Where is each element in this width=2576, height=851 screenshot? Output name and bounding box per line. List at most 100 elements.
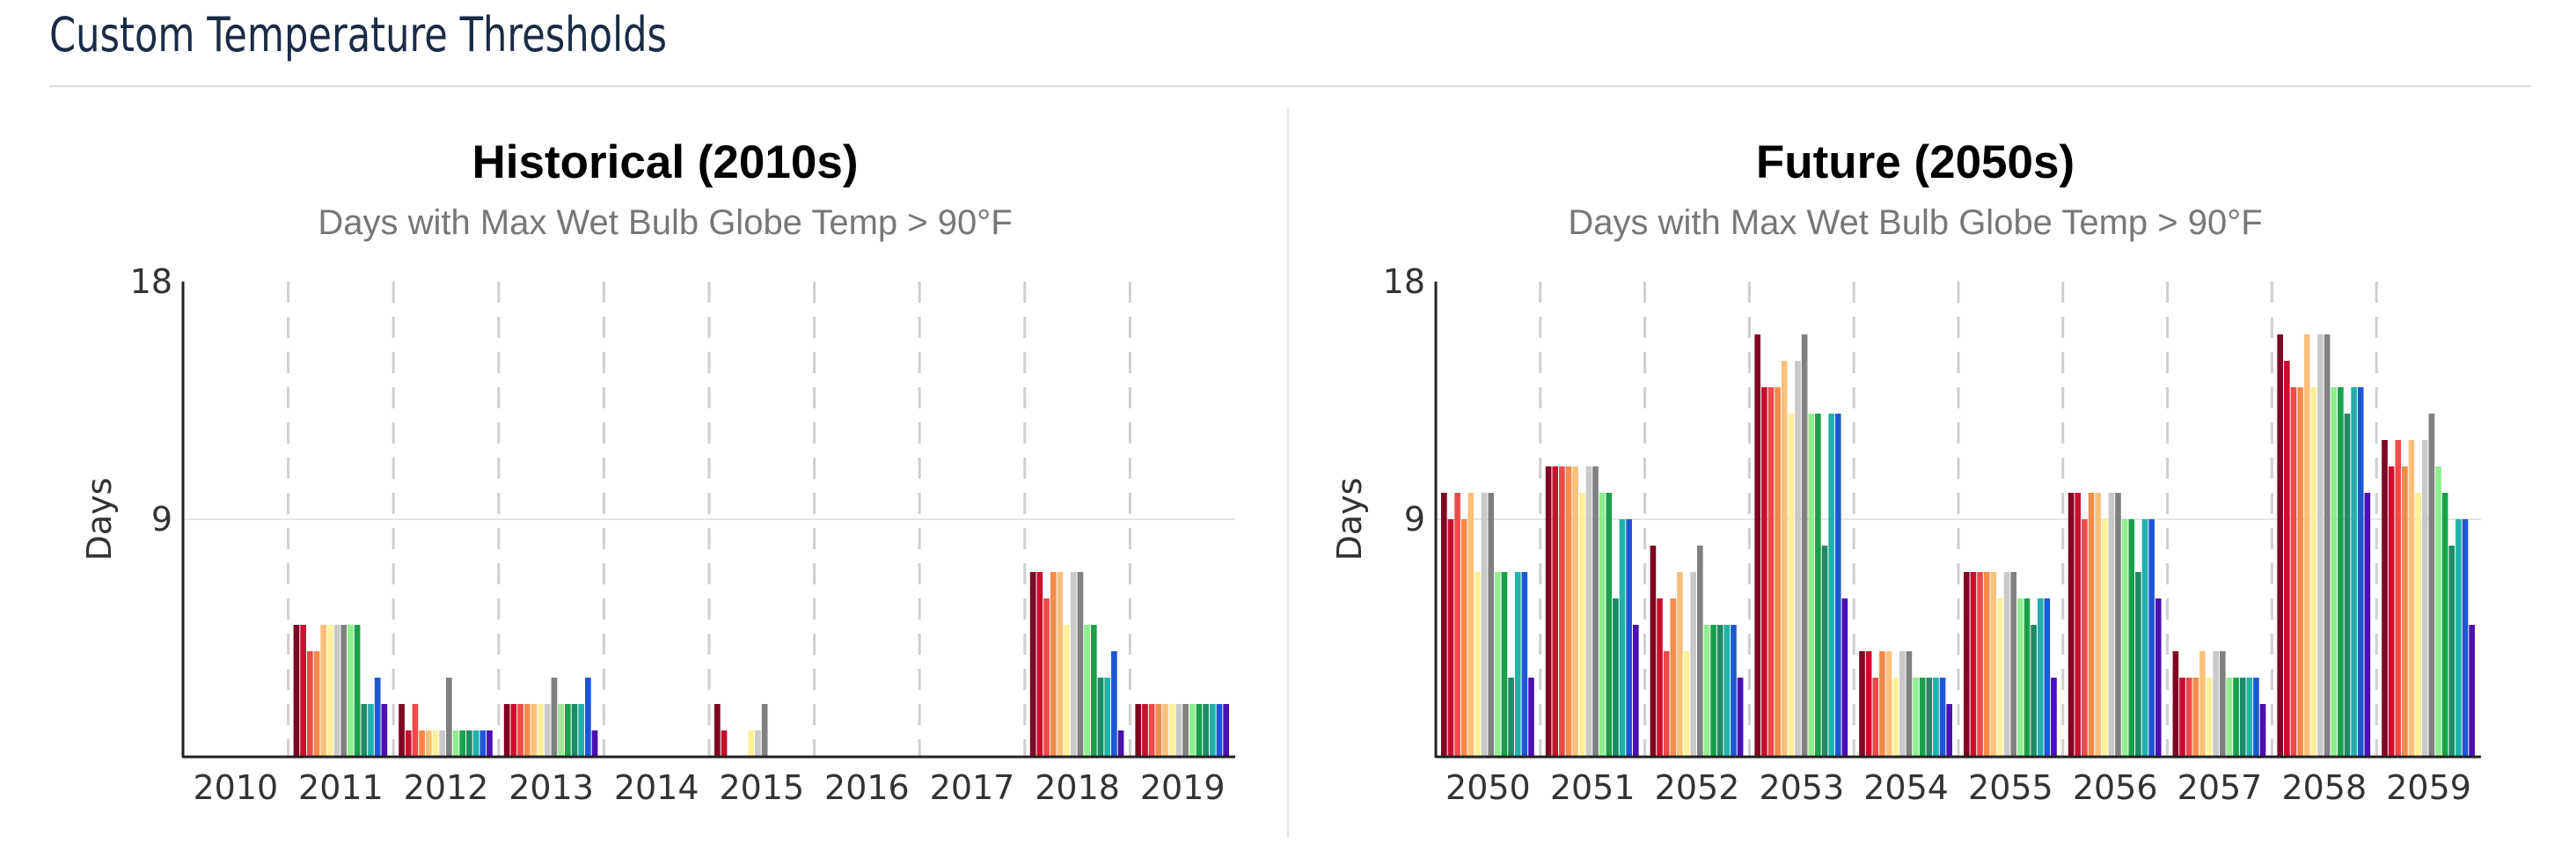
bar[interactable] [1731,625,1737,757]
bar[interactable] [1964,572,1970,757]
bar[interactable] [1077,572,1084,757]
bar[interactable] [2303,334,2310,757]
bar[interactable] [2421,440,2428,757]
bar[interactable] [381,704,388,757]
bar[interactable] [2233,678,2239,757]
bar[interactable] [1142,704,1148,757]
bar[interactable] [2428,414,2435,757]
bar[interactable] [1488,493,1495,757]
bar[interactable] [2338,387,2344,757]
bar[interactable] [564,704,571,757]
bar[interactable] [1939,678,1946,757]
bar[interactable] [419,730,425,757]
bar[interactable] [2415,493,2421,757]
bar[interactable] [1892,678,1899,757]
bar[interactable] [1036,572,1043,757]
bar[interactable] [479,730,487,757]
bar[interactable] [761,704,768,757]
bar[interactable] [300,625,306,757]
bar[interactable] [425,730,432,757]
bar[interactable] [2402,466,2408,757]
bar[interactable] [1970,572,1977,757]
bar[interactable] [439,730,445,757]
bar[interactable] [405,730,412,757]
bar[interactable] [1514,572,1521,757]
bar[interactable] [523,704,531,757]
bar[interactable] [2017,598,2023,757]
bar[interactable] [2364,493,2371,757]
bar[interactable] [1508,678,1514,757]
bar[interactable] [1657,598,1663,757]
bar[interactable] [2357,387,2364,757]
bar[interactable] [412,704,419,757]
bar[interactable] [1781,361,1788,757]
bar[interactable] [1209,704,1216,757]
bar[interactable] [1828,414,1834,757]
bar[interactable] [432,730,439,757]
bar[interactable] [2344,414,2351,757]
bar[interactable] [1454,493,1460,757]
bar[interactable] [1899,651,1906,757]
bar[interactable] [1155,704,1162,757]
bar[interactable] [2395,440,2402,757]
bar[interactable] [2101,519,2108,757]
bar[interactable] [1521,572,1528,757]
bar[interactable] [1872,678,1879,757]
bar[interactable] [1885,651,1892,757]
bar[interactable] [2179,678,2185,757]
bar[interactable] [1475,572,1481,757]
bar[interactable] [1467,493,1475,757]
bar[interactable] [571,704,578,757]
bar[interactable] [313,651,320,757]
bar[interactable] [1670,598,1677,757]
bar[interactable] [2023,598,2031,757]
bar[interactable] [2455,519,2462,757]
bar[interactable] [2037,598,2044,757]
bar[interactable] [551,678,558,757]
bar[interactable] [340,625,348,757]
bar[interactable] [2172,651,2179,757]
bar[interactable] [1592,466,1599,757]
bar[interactable] [1572,466,1578,757]
bar[interactable] [2351,387,2357,757]
bar[interactable] [2310,387,2317,757]
bar[interactable] [1865,651,1872,757]
bar[interactable] [517,704,523,757]
bar[interactable] [1626,519,1632,757]
bar[interactable] [2206,678,2213,757]
bar[interactable] [2192,678,2199,757]
bar[interactable] [1168,704,1175,757]
bar[interactable] [306,651,313,757]
bar[interactable] [1767,387,1775,757]
bar[interactable] [1097,678,1104,757]
bar[interactable] [1175,704,1182,757]
bar[interactable] [333,625,340,757]
bar[interactable] [1111,651,1117,757]
bar[interactable] [510,704,517,757]
bar[interactable] [2155,598,2162,757]
bar[interactable] [2088,493,2095,757]
bar[interactable] [361,704,368,757]
bar[interactable] [2185,678,2192,757]
bar[interactable] [1559,466,1565,757]
bar[interactable] [1029,572,1036,757]
bar[interactable] [1795,361,1801,757]
bar[interactable] [1084,625,1090,757]
bar[interactable] [1528,678,1534,757]
bar[interactable] [1117,730,1124,757]
bar[interactable] [1690,572,1696,757]
bar[interactable] [748,730,755,757]
bar[interactable] [755,730,761,757]
bar[interactable] [2003,572,2010,757]
bar[interactable] [1716,625,1723,757]
bar[interactable] [2317,334,2324,757]
bar[interactable] [578,704,585,757]
bar[interactable] [2462,519,2469,757]
bar[interactable] [320,625,327,757]
bar[interactable] [1481,493,1488,757]
bar[interactable] [721,730,728,757]
bar[interactable] [1841,598,1848,757]
bar[interactable] [1050,572,1057,757]
bar[interactable] [2115,493,2121,757]
bar[interactable] [1983,572,1990,757]
